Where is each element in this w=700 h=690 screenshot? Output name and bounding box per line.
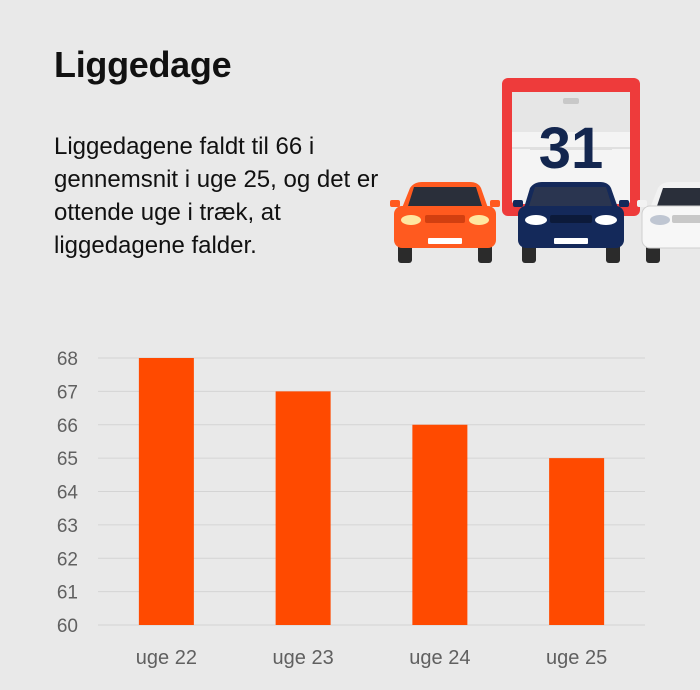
bar-chart: 60 61 62 63 64 65 66 67 68 uge 22 uge 23 uge 24 uge… bbox=[57, 349, 645, 669]
y-tick-label: 67 bbox=[57, 382, 78, 403]
y-tick-label: 61 bbox=[57, 583, 78, 604]
calendar-icon: 31 bbox=[502, 78, 640, 216]
x-tick-label: uge 25 bbox=[546, 647, 607, 669]
page-title: Liggedage bbox=[54, 44, 232, 85]
bar-uge-25 bbox=[549, 458, 605, 625]
y-tick-label: 64 bbox=[57, 483, 79, 504]
bar-uge-23 bbox=[275, 391, 331, 625]
calendar-number: 31 bbox=[539, 116, 604, 181]
orange-car-icon bbox=[390, 182, 500, 263]
y-tick-label: 62 bbox=[57, 549, 78, 570]
bar-uge-24 bbox=[412, 424, 468, 625]
y-tick-label: 63 bbox=[57, 516, 78, 537]
y-tick-label: 65 bbox=[57, 449, 78, 470]
x-tick-label: uge 24 bbox=[409, 647, 470, 669]
summary-text: Liggedagene faldt til 66 i gennemsnit i … bbox=[54, 133, 379, 259]
y-tick-label: 60 bbox=[57, 616, 78, 637]
navy-car-icon bbox=[513, 182, 629, 263]
white-car-icon bbox=[637, 182, 700, 263]
x-tick-label: uge 23 bbox=[273, 647, 334, 669]
y-tick-label: 68 bbox=[57, 349, 78, 370]
x-tick-label: uge 22 bbox=[136, 647, 197, 669]
y-tick-label: 66 bbox=[57, 416, 78, 437]
bar-uge-22 bbox=[138, 358, 194, 625]
illustration: 31 bbox=[390, 78, 700, 263]
